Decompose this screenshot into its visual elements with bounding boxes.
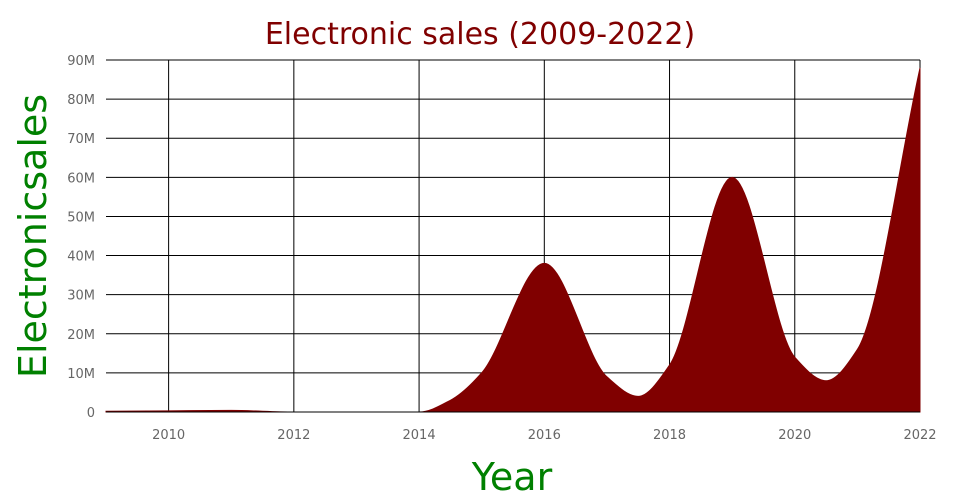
y-tick-label: 0 [87,406,95,421]
sales-area [105,67,921,413]
y-axis-title: Electronicsales [11,94,55,378]
y-axis-ticks: 0 10M 20M 30M 40M 50M 60M 70M 80M 90M [67,54,95,421]
x-tick-label: 2014 [403,428,436,443]
x-tick-label: 2016 [528,428,561,443]
x-tick-label: 2022 [903,428,936,443]
x-axis-title: Year [471,455,553,499]
y-tick-label: 30M [67,289,95,304]
chart-title: Electronic sales (2009-2022) [265,17,695,52]
y-tick-label: 60M [67,171,95,186]
y-tick-label: 10M [67,367,95,382]
x-tick-label: 2020 [778,428,811,443]
y-tick-label: 80M [67,93,95,108]
x-tick-label: 2010 [152,428,185,443]
y-tick-label: 50M [67,210,95,225]
x-tick-label: 2012 [277,428,310,443]
y-tick-label: 40M [67,250,95,265]
y-tick-label: 20M [67,328,95,343]
area-series [105,67,921,413]
y-tick-label: 70M [67,132,95,147]
x-tick-label: 2018 [653,428,686,443]
y-tick-label: 90M [67,54,95,69]
x-axis-ticks: 2010 2012 2014 2016 2018 2020 2022 [152,428,936,443]
